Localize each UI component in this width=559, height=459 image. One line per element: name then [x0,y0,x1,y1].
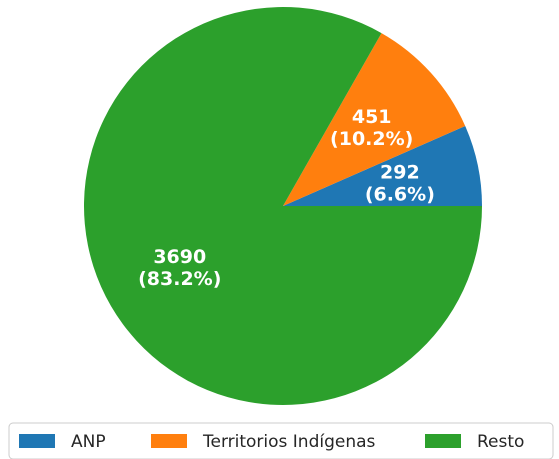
pie-slices [84,6,482,405]
slice-label-territorios-indigenas: 451 (10.2%) [330,106,413,150]
slice-percent-label: (6.6%) [365,183,435,205]
slice-percent-label: (10.2%) [330,128,413,150]
slice-labels: 292 (6.6%) 451 (10.2%) 3690 (83.2%) [138,106,435,290]
pie-slice-anp [283,125,482,206]
legend-swatch-territorios-indigenas [151,434,187,448]
legend-label-anp: ANP [71,432,106,452]
legend-label-resto: Resto [477,432,524,452]
legend: ANP Territorios Indígenas Resto [8,422,554,459]
slice-label-anp: 292 (6.6%) [365,161,435,205]
slice-value-label: 292 [380,161,420,183]
pie-slice-territorios-indigenas [283,33,466,206]
legend-swatch-resto [425,434,461,448]
slice-label-resto: 3690 (83.2%) [138,246,221,290]
pie-slice-resto [84,6,482,405]
slice-value-label: 451 [352,106,392,128]
legend-frame [8,422,554,459]
slice-value-label: 3690 [153,246,206,268]
legend-label-territorios-indigenas: Territorios Indígenas [202,432,376,452]
slice-percent-label: (83.2%) [138,268,221,290]
legend-swatch-anp [19,434,55,448]
